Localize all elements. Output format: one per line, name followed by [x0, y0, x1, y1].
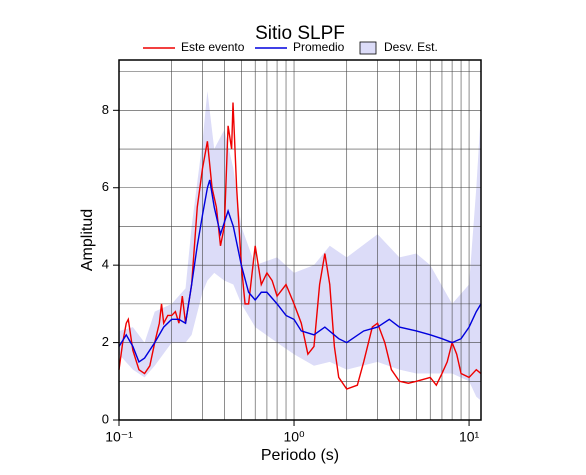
legend-label: Este evento	[181, 40, 245, 54]
chart-title: Sitio SLPF	[255, 23, 345, 44]
legend-label: Promedio	[293, 40, 345, 54]
x-tick-label: 10⁻¹	[105, 429, 133, 445]
std-band	[119, 90, 481, 401]
y-tick-label: 4	[102, 257, 109, 272]
y-tick-label: 8	[102, 102, 109, 117]
y-tick-label: 0	[102, 411, 109, 426]
x-axis-label: Periodo (s)	[261, 447, 339, 464]
x-tick-label: 10¹	[459, 429, 480, 445]
y-axis-label: Amplitud	[79, 209, 96, 271]
line-0	[118, 102, 482, 390]
line-1	[118, 179, 482, 364]
y-tick-label: 6	[102, 179, 109, 194]
y-tick-label: 2	[102, 334, 109, 349]
legend-swatch	[359, 41, 377, 55]
plot-frame	[118, 59, 482, 421]
x-tick-label: 10⁰	[283, 429, 305, 445]
legend-label: Desv. Est.	[384, 40, 438, 54]
